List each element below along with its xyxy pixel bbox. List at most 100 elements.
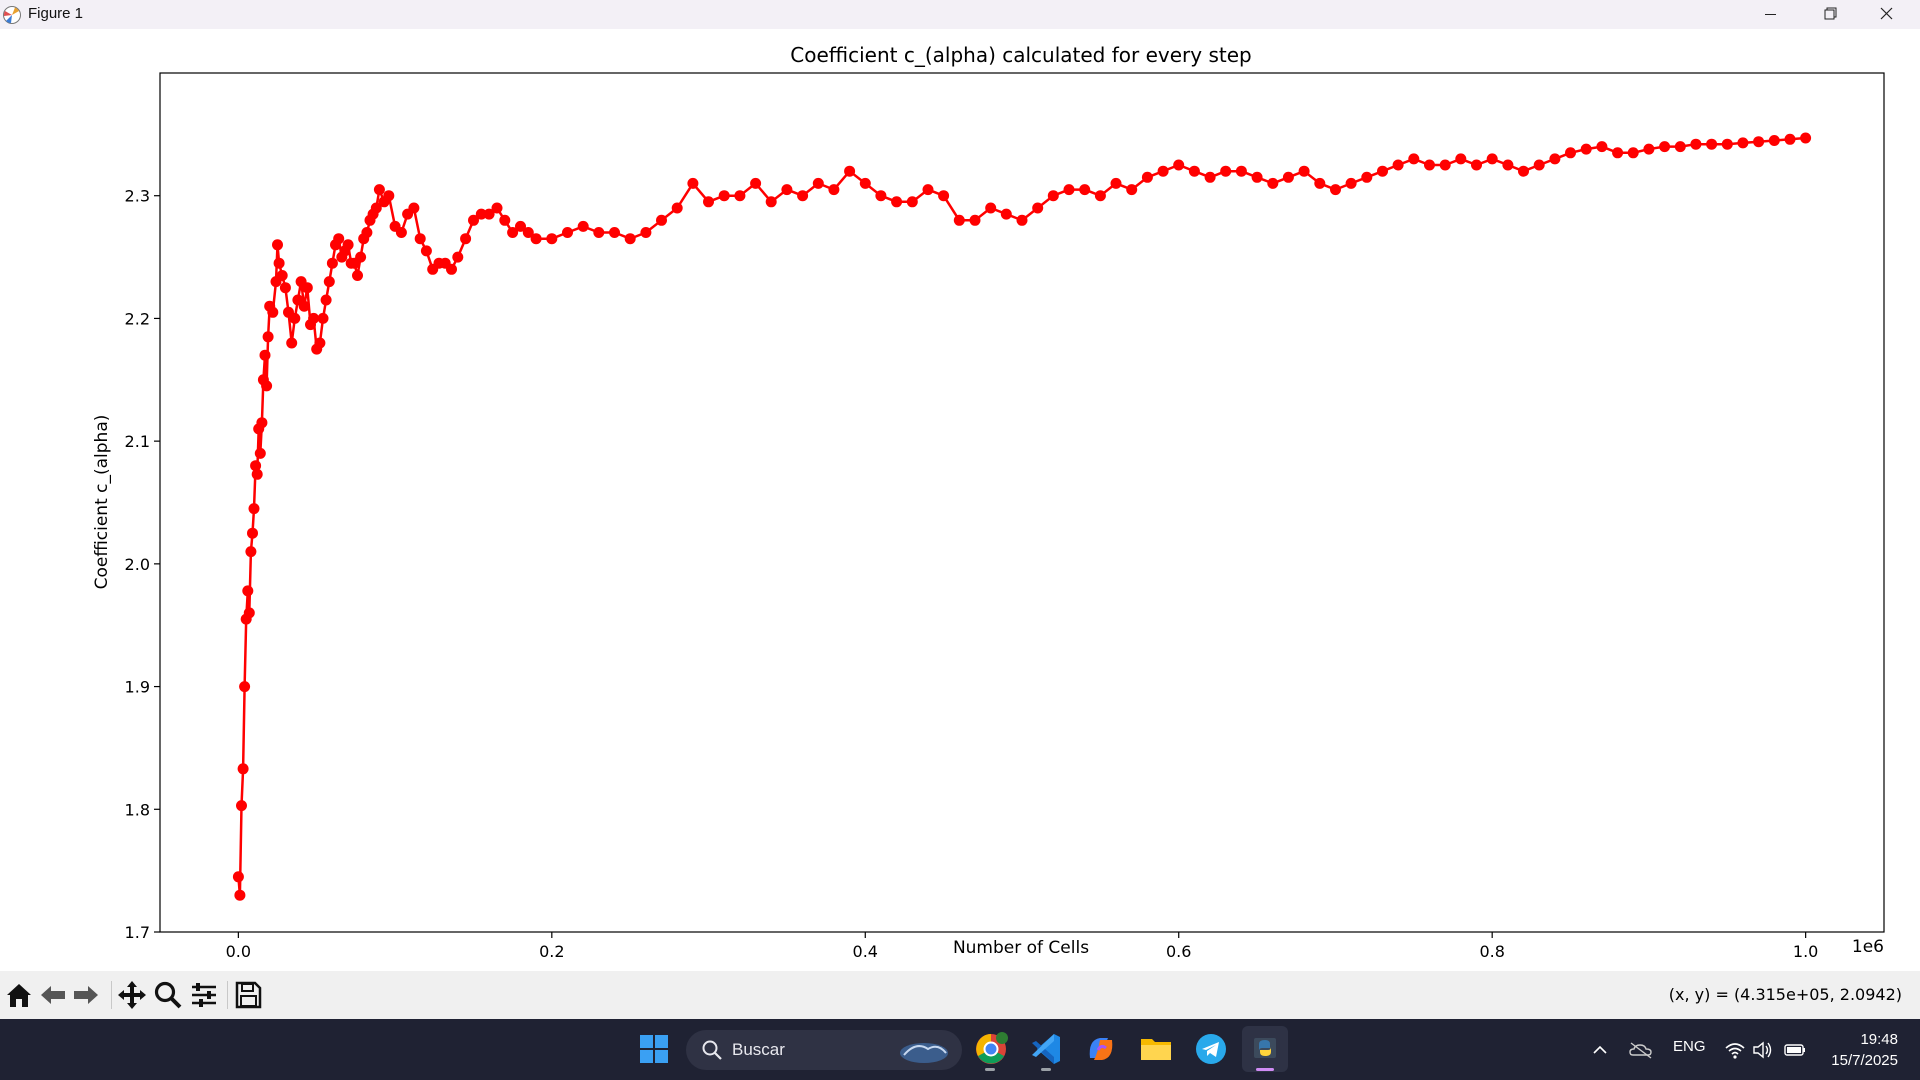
data-point	[1110, 177, 1122, 189]
data-point	[1486, 153, 1498, 165]
data-point	[276, 270, 288, 281]
forward-button[interactable]	[70, 979, 102, 1011]
x-tick-label: 0.8	[1479, 942, 1504, 961]
search-highlight-icon	[900, 1043, 948, 1063]
data-point	[333, 233, 345, 245]
language-indicator[interactable]: ENG	[1673, 1038, 1706, 1055]
windows-start-icon	[640, 1035, 668, 1063]
battery-icon[interactable]	[1783, 1040, 1807, 1060]
data-point	[1000, 208, 1012, 220]
data-point	[361, 227, 373, 238]
data-point	[734, 190, 746, 202]
x-axis-offset-text: 1e6	[1852, 937, 1884, 957]
data-point	[1643, 143, 1655, 155]
minimize-button[interactable]	[1741, 0, 1799, 29]
taskbar-app-file-explorer[interactable]	[1133, 1026, 1179, 1072]
data-point	[320, 294, 332, 306]
data-point	[236, 800, 247, 812]
data-point	[828, 184, 840, 196]
data-point	[1706, 138, 1718, 150]
telegram-icon	[1196, 1034, 1226, 1064]
wifi-icon[interactable]	[1724, 1040, 1746, 1060]
data-point	[237, 763, 249, 775]
search-box[interactable]: Buscar	[686, 1030, 962, 1070]
search-icon	[702, 1040, 722, 1060]
home-button[interactable]	[3, 979, 35, 1011]
taskbar-app-python-figure[interactable]	[1242, 1026, 1288, 1072]
data-point	[875, 190, 887, 202]
restore-button[interactable]	[1800, 0, 1858, 29]
data-point	[812, 177, 824, 189]
data-point	[251, 468, 263, 480]
data-point	[609, 227, 620, 238]
data-point	[408, 202, 420, 214]
data-point	[289, 312, 301, 324]
data-point	[891, 196, 903, 208]
configure-subplots-button[interactable]	[188, 979, 220, 1011]
data-point	[953, 214, 965, 226]
pan-button[interactable]	[116, 979, 148, 1011]
volume-icon[interactable]	[1752, 1040, 1774, 1060]
data-point	[1079, 184, 1091, 196]
data-point	[1157, 165, 1169, 177]
show-hidden-icons-icon[interactable]	[1590, 1040, 1610, 1060]
data-point	[499, 214, 511, 226]
data-point	[1032, 202, 1044, 214]
data-point	[1016, 214, 1028, 226]
data-point	[1455, 153, 1467, 165]
zoom-button[interactable]	[152, 979, 184, 1011]
close-button[interactable]	[1858, 0, 1916, 29]
data-point	[247, 527, 258, 539]
back-button[interactable]	[37, 979, 69, 1011]
data-point	[323, 276, 335, 288]
data-point	[259, 349, 271, 361]
window-title: Figure 1	[28, 5, 84, 22]
data-point	[687, 177, 699, 189]
window-titlebar: Figure 1	[0, 0, 1920, 29]
data-point	[234, 889, 246, 901]
data-point	[452, 251, 464, 263]
clock-time[interactable]: 19:48	[1860, 1031, 1898, 1048]
data-point	[1220, 165, 1232, 177]
data-point	[475, 208, 487, 220]
data-point	[1533, 159, 1545, 171]
taskbar-app-vscode[interactable]	[1023, 1026, 1069, 1072]
data-point	[248, 503, 260, 515]
home-icon	[7, 984, 31, 1007]
data-point	[1267, 177, 1279, 189]
data-point	[656, 214, 667, 226]
data-point	[242, 585, 254, 597]
clock-date[interactable]: 15/7/2025	[1831, 1052, 1898, 1069]
data-point	[1330, 184, 1341, 196]
taskbar-app-telegram[interactable]	[1188, 1026, 1234, 1072]
data-point	[1721, 138, 1733, 150]
onedrive-icon[interactable]	[1628, 1040, 1654, 1060]
save-icon	[235, 981, 262, 1009]
data-point	[1737, 137, 1749, 149]
close-icon	[1880, 7, 1893, 20]
data-point	[1800, 132, 1812, 144]
taskbar-app-copilot[interactable]	[1078, 1026, 1124, 1072]
data-point	[718, 190, 730, 202]
start-button[interactable]	[631, 1026, 677, 1072]
x-tick-label: 0.0	[226, 942, 251, 961]
cursor-coordinates: (x, y) = (4.315e+05, 2.0942)	[1668, 985, 1902, 1004]
data-point	[373, 184, 385, 196]
back-icon	[41, 986, 65, 1004]
y-tick-label: 1.8	[125, 800, 150, 819]
taskbar-app-chrome[interactable]	[968, 1026, 1014, 1072]
data-point	[906, 196, 918, 208]
plot-area	[232, 132, 1812, 901]
data-point	[1674, 141, 1686, 153]
minimize-icon	[1765, 14, 1776, 15]
data-point	[1392, 159, 1404, 171]
y-tick-label: 1.7	[125, 923, 150, 942]
x-axis: 0.0 0.2 0.4 0.6 0.8 1.0	[226, 932, 1818, 961]
save-button[interactable]	[232, 979, 264, 1011]
data-point	[593, 227, 605, 238]
file-explorer-icon	[1141, 1039, 1171, 1060]
data-point	[243, 607, 255, 619]
data-point	[317, 312, 329, 324]
series-line	[237, 136, 1806, 897]
figure-canvas[interactable]: Coefficient c_(alpha) calculated for eve…	[0, 29, 1920, 971]
